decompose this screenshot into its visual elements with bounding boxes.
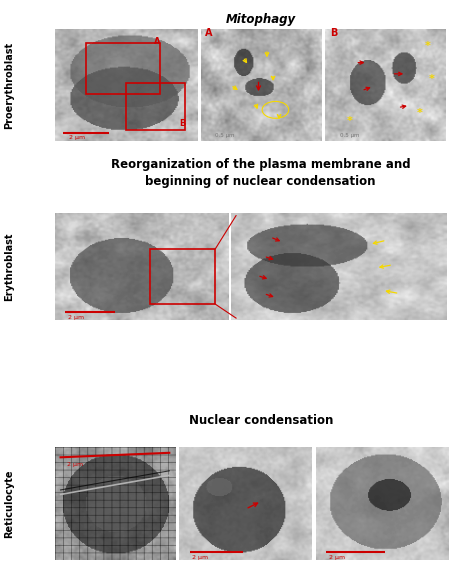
Text: Mitophagy: Mitophagy	[226, 13, 296, 26]
Text: 0.5 μm: 0.5 μm	[340, 133, 359, 138]
Bar	[150, 249, 215, 304]
Text: 2 μm: 2 μm	[68, 315, 84, 320]
Text: Reorganization of the plasma membrane and
beginning of nuclear condensation: Reorganization of the plasma membrane an…	[111, 158, 410, 188]
Text: A: A	[154, 37, 161, 46]
Bar	[126, 83, 185, 130]
Text: 0.5 μm: 0.5 μm	[215, 133, 235, 138]
Text: Proerythroblast: Proerythroblast	[4, 42, 15, 129]
Text: Reticulocyte: Reticulocyte	[4, 469, 15, 538]
Text: Erythroblast: Erythroblast	[4, 233, 15, 301]
Text: 2 μm: 2 μm	[69, 135, 85, 140]
Text: 2 μm: 2 μm	[66, 462, 83, 467]
Bar	[86, 43, 160, 94]
Text: 2 μm: 2 μm	[192, 554, 209, 560]
Text: *: *	[425, 41, 431, 51]
Text: *: *	[346, 116, 352, 126]
Text: A: A	[205, 28, 213, 38]
Text: B: B	[180, 119, 186, 128]
Text: *: *	[428, 74, 435, 84]
Text: Nuclear condensation: Nuclear condensation	[189, 414, 333, 427]
Text: 2 μm: 2 μm	[329, 554, 345, 560]
Text: B: B	[330, 28, 337, 38]
Text: *: *	[417, 108, 422, 118]
